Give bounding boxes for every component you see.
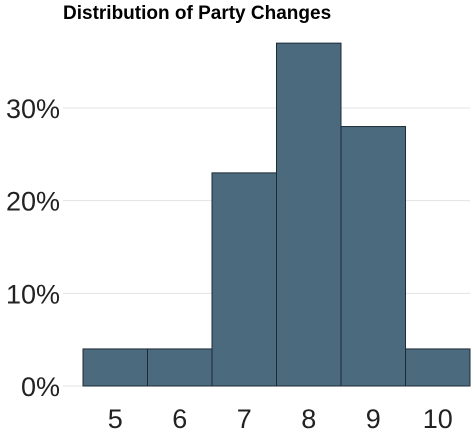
x-tick-label: 7 [237,404,252,434]
chart-title: Distribution of Party Changes [63,3,331,24]
bar-10 [405,348,471,387]
y-tick-label: 20% [6,187,60,217]
bar-9 [340,126,406,387]
y-axis-tick-labels: 0% 10% 20% 30% [6,94,60,402]
y-tick-label: 0% [21,372,60,402]
bar-5 [82,348,148,387]
x-tick-label: 6 [172,404,187,434]
x-tick-label: 10 [423,404,453,434]
bar-8 [276,42,342,387]
x-tick-label: 9 [366,404,381,434]
y-tick-label: 10% [6,279,60,309]
x-tick-label: 5 [108,404,123,434]
bar-6 [147,348,213,387]
bar-7 [211,172,277,387]
bars [82,42,471,387]
x-axis-tick-labels: 5 6 7 8 9 10 [108,404,453,434]
x-tick-label: 8 [301,404,316,434]
y-tick-label: 30% [6,94,60,124]
